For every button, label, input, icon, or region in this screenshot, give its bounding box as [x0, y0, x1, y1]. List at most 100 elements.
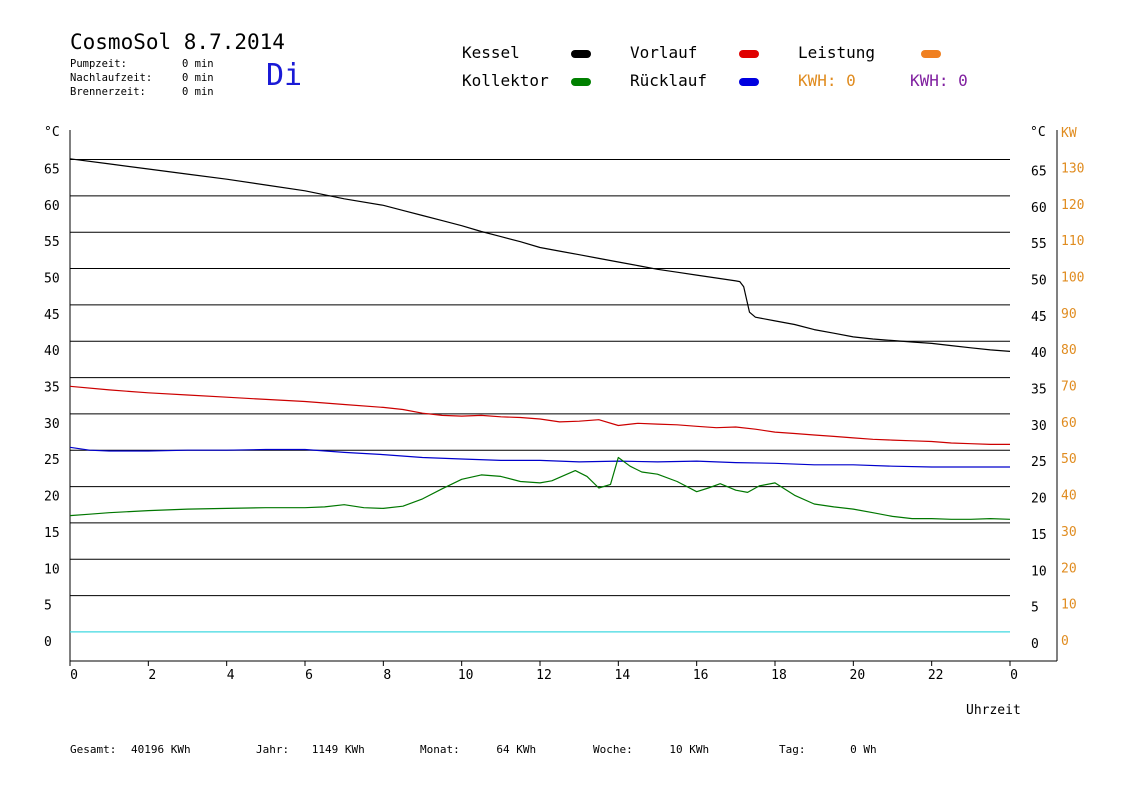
y2-tick-label: 50: [1061, 452, 1077, 467]
y-tick-label: 45: [44, 308, 60, 323]
x-tick-label: 4: [227, 668, 235, 683]
footer-monat: Monat: 64 KWh: [420, 743, 536, 756]
y2-tick-label: 0: [1061, 634, 1069, 649]
footer-label: Tag:: [779, 743, 806, 756]
series-line-kollektor: [69, 456, 1011, 520]
x-tick-label: 20: [850, 668, 866, 683]
x-tick-label: 6: [305, 668, 313, 683]
y2-tick-label: 130: [1061, 162, 1084, 177]
y-tick-label-right: 65: [1031, 165, 1047, 180]
y-tick-label-right: 60: [1031, 201, 1047, 216]
x-tick-label: 14: [615, 668, 631, 683]
y-tick-label-right: 0: [1031, 637, 1039, 652]
y2-tick-label: 90: [1061, 307, 1077, 322]
x-tick-label: 10: [458, 668, 474, 683]
footer-value: 0 Wh: [850, 743, 877, 756]
kwh-orange-readout: KWH: 0: [798, 71, 856, 90]
footer-value: 1149 KWh: [311, 743, 365, 756]
footer-label: Woche:: [593, 743, 633, 756]
footer-gesamt: Gesamt: 40196 KWh: [70, 743, 191, 756]
stat-value: 0 min: [182, 58, 214, 70]
y2-tick-label: 20: [1061, 561, 1077, 576]
y-tick-label: 0: [44, 635, 52, 650]
y-tick-label-right: 10: [1031, 564, 1047, 579]
y-tick-label-right: 20: [1031, 492, 1047, 507]
y-tick-label: 25: [44, 453, 60, 468]
stat-nachlaufzeit: Nachlaufzeit: 0 min: [70, 72, 214, 84]
y-tick-label-right: 5: [1031, 601, 1039, 616]
y-tick-label-right: 35: [1031, 383, 1047, 398]
footer-value: 64 KWh: [496, 743, 537, 756]
legend-vorlauf-label: Vorlauf: [630, 43, 698, 62]
footer-value: 10 KWh: [669, 743, 710, 756]
legend-ruecklauf-label: Rücklauf: [630, 71, 708, 90]
y2-tick-label: 40: [1061, 489, 1077, 504]
y-tick-label-right: 30: [1031, 419, 1047, 434]
y2-tick-label: 70: [1061, 380, 1077, 395]
x-tick-label: 16: [693, 668, 709, 683]
stat-pumpzeit: Pumpzeit: 0 min: [70, 58, 214, 70]
y2-tick-label: 120: [1061, 198, 1084, 213]
stat-label: Brennerzeit:: [70, 86, 146, 98]
kwh-purple-readout: KWH: 0: [910, 71, 968, 90]
stat-value: 0 min: [182, 86, 214, 98]
stat-label: Nachlaufzeit:: [70, 72, 153, 84]
grid-lines: [70, 159, 1010, 597]
footer-label: Gesamt:: [70, 743, 117, 756]
x-tick-label: 18: [771, 668, 787, 683]
legend-kollektor-label: Kollektor: [462, 71, 549, 90]
y-tick-label-right: 25: [1031, 455, 1047, 470]
y-tick-label-right: 55: [1031, 237, 1047, 252]
series-group: [69, 158, 1011, 633]
legend-ruecklauf-swatch: [739, 78, 759, 86]
y2-tick-label: 10: [1061, 598, 1077, 613]
page-title: CosmoSol 8.7.2014: [70, 30, 285, 54]
x-axis-title: Uhrzeit: [966, 703, 1021, 718]
y-tick-label: 65: [44, 163, 60, 178]
stat-brennerzeit: Brennerzeit: 0 min: [70, 86, 214, 98]
series-line-rcklauf: [69, 446, 1010, 468]
y2-tick-label: 80: [1061, 343, 1077, 358]
y-tick-label: 20: [44, 490, 60, 505]
x-tick-label: 12: [536, 668, 552, 683]
y-axis-unit-left: °C: [44, 125, 60, 140]
legend-kollektor-swatch: [571, 78, 591, 86]
footer-label: Monat:: [420, 743, 460, 756]
y-tick-label: 55: [44, 235, 60, 250]
axis-labels: °C °C KW Uhrzeit: [44, 125, 1077, 718]
footer-value: 40196 KWh: [130, 743, 191, 756]
weekday-label: Di: [266, 58, 303, 93]
y-axis-unit-kw: KW: [1061, 126, 1077, 141]
y-tick-label: 60: [44, 199, 60, 214]
legend-kessel-swatch: [571, 50, 591, 58]
x-tick-label: 0: [70, 668, 78, 683]
y-tick-label: 50: [44, 272, 60, 287]
y-tick-label: 15: [44, 526, 60, 541]
x-tick-label: 22: [928, 668, 944, 683]
series-line-vorlauf: [69, 385, 1010, 445]
y-tick-label: 40: [44, 344, 60, 359]
y2-tick-label: 110: [1061, 234, 1084, 249]
stat-value: 0 min: [182, 72, 214, 84]
series-line-kessel: [69, 158, 1011, 352]
x-tick-label: 8: [383, 668, 391, 683]
y-tick-label-right: 45: [1031, 310, 1047, 325]
x-tick-label: 2: [148, 668, 156, 683]
footer-tag: Tag: 0 Wh: [779, 743, 877, 756]
y-tick-label-right: 50: [1031, 274, 1047, 289]
footer-jahr: Jahr: 1149 KWh: [256, 743, 365, 756]
legend-kessel-label: Kessel: [462, 43, 520, 62]
y-axis-unit-right: °C: [1030, 125, 1046, 140]
legend-leistung-swatch: [921, 50, 941, 58]
y2-tick-label: 60: [1061, 416, 1077, 431]
y2-tick-label: 30: [1061, 525, 1077, 540]
footer-woche: Woche: 10 KWh: [593, 743, 709, 756]
footer-label: Jahr:: [256, 743, 290, 756]
y-tick-label: 35: [44, 381, 60, 396]
stat-label: Pumpzeit:: [70, 58, 127, 70]
legend-vorlauf-swatch: [739, 50, 759, 58]
y-tick-label: 5: [44, 599, 52, 614]
y-tick-label-right: 40: [1031, 346, 1047, 361]
